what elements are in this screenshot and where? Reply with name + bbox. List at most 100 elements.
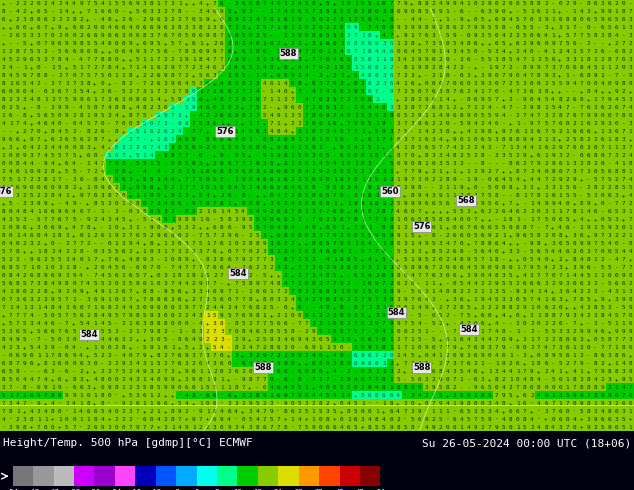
- Text: -: -: [100, 241, 104, 246]
- Text: 7: 7: [319, 209, 322, 214]
- Text: 5: 5: [333, 98, 337, 102]
- Text: 5: 5: [333, 217, 337, 222]
- Text: 4: 4: [107, 25, 111, 30]
- Text: 7: 7: [368, 377, 372, 382]
- Text: 1: 1: [9, 289, 13, 294]
- Text: 2: 2: [65, 241, 68, 246]
- Text: 9: 9: [396, 25, 400, 30]
- Text: 8: 8: [516, 169, 520, 174]
- Text: 1: 1: [283, 113, 287, 118]
- Text: 5: 5: [72, 329, 76, 334]
- Text: 5: 5: [171, 289, 174, 294]
- Text: -: -: [107, 129, 111, 134]
- Text: 4: 4: [354, 185, 358, 190]
- Text: 3: 3: [65, 233, 68, 238]
- Text: 2: 2: [566, 177, 569, 182]
- Text: 0: 0: [213, 105, 217, 110]
- Text: 5: 5: [304, 9, 308, 15]
- Text: 1: 1: [593, 225, 597, 230]
- Text: 0: 0: [312, 193, 315, 198]
- Text: 0: 0: [157, 273, 160, 278]
- Text: 4: 4: [129, 305, 132, 310]
- Text: 5: 5: [9, 369, 13, 374]
- Text: 6: 6: [79, 313, 83, 318]
- Text: -: -: [509, 345, 512, 350]
- Text: 3: 3: [544, 409, 548, 414]
- Text: 1: 1: [2, 225, 5, 230]
- Text: -: -: [157, 153, 160, 158]
- Text: 1: 1: [319, 377, 322, 382]
- Text: 8: 8: [586, 57, 590, 62]
- Text: 6: 6: [573, 337, 576, 342]
- Text: 8: 8: [58, 57, 61, 62]
- Text: 8: 8: [2, 81, 5, 86]
- Text: 4: 4: [537, 393, 541, 398]
- Text: 4: 4: [100, 337, 104, 342]
- Text: 5: 5: [16, 217, 20, 222]
- Text: 6: 6: [79, 361, 83, 366]
- Text: 5: 5: [297, 401, 301, 406]
- Text: 5: 5: [417, 337, 421, 342]
- Text: 0: 0: [509, 1, 512, 6]
- Text: 0: 0: [192, 369, 195, 374]
- Text: 4: 4: [206, 193, 210, 198]
- Text: 6: 6: [51, 209, 55, 214]
- Text: 2: 2: [530, 393, 534, 398]
- Text: 9: 9: [199, 409, 203, 414]
- Text: 9: 9: [249, 313, 252, 318]
- Text: 7: 7: [488, 89, 491, 95]
- Text: +: +: [65, 225, 68, 230]
- Text: +: +: [65, 65, 68, 71]
- Text: 6: 6: [600, 329, 604, 334]
- Text: 9: 9: [262, 393, 266, 398]
- Text: -: -: [453, 74, 456, 78]
- Text: 9: 9: [481, 129, 484, 134]
- Text: 8: 8: [382, 377, 385, 382]
- Text: +: +: [227, 377, 231, 382]
- Text: 8: 8: [276, 129, 280, 134]
- Text: 8: 8: [502, 329, 505, 334]
- Text: 3: 3: [319, 9, 322, 15]
- Text: 8: 8: [93, 313, 97, 318]
- Text: 4: 4: [551, 425, 555, 430]
- Text: 6: 6: [558, 161, 562, 166]
- Text: -: -: [502, 89, 505, 95]
- Text: 8: 8: [558, 113, 562, 118]
- Text: +: +: [44, 241, 48, 246]
- Text: 4: 4: [396, 409, 400, 414]
- Text: 8: 8: [269, 329, 273, 334]
- Text: 5: 5: [417, 145, 421, 150]
- Text: 3: 3: [488, 81, 491, 86]
- Text: 1: 1: [326, 49, 330, 54]
- Text: 7: 7: [150, 49, 153, 54]
- Text: 4: 4: [621, 249, 625, 254]
- Text: 8: 8: [481, 241, 484, 246]
- Text: 8: 8: [283, 169, 287, 174]
- Text: 3: 3: [157, 105, 160, 110]
- Text: 4: 4: [586, 65, 590, 71]
- Text: +: +: [262, 121, 266, 126]
- Text: 7: 7: [304, 113, 308, 118]
- Text: 0: 0: [93, 361, 97, 366]
- Text: 4: 4: [319, 161, 322, 166]
- Text: 3: 3: [157, 9, 160, 15]
- Text: 9: 9: [502, 361, 505, 366]
- Text: -: -: [516, 105, 520, 110]
- Text: -: -: [122, 9, 125, 15]
- Text: 9: 9: [614, 89, 618, 95]
- Text: 0: 0: [403, 217, 407, 222]
- Text: 5: 5: [354, 409, 358, 414]
- Text: 8: 8: [375, 393, 378, 398]
- Text: 8: 8: [502, 305, 505, 310]
- Text: 8: 8: [178, 337, 181, 342]
- Text: 8: 8: [614, 353, 618, 358]
- Text: 8: 8: [593, 305, 597, 310]
- Text: 3: 3: [150, 369, 153, 374]
- Text: 2: 2: [439, 321, 442, 326]
- Text: 4: 4: [340, 249, 344, 254]
- Text: 2: 2: [256, 249, 259, 254]
- Text: 6: 6: [2, 369, 5, 374]
- Text: 8: 8: [58, 353, 61, 358]
- Text: 7: 7: [86, 305, 90, 310]
- Text: 7: 7: [629, 9, 632, 15]
